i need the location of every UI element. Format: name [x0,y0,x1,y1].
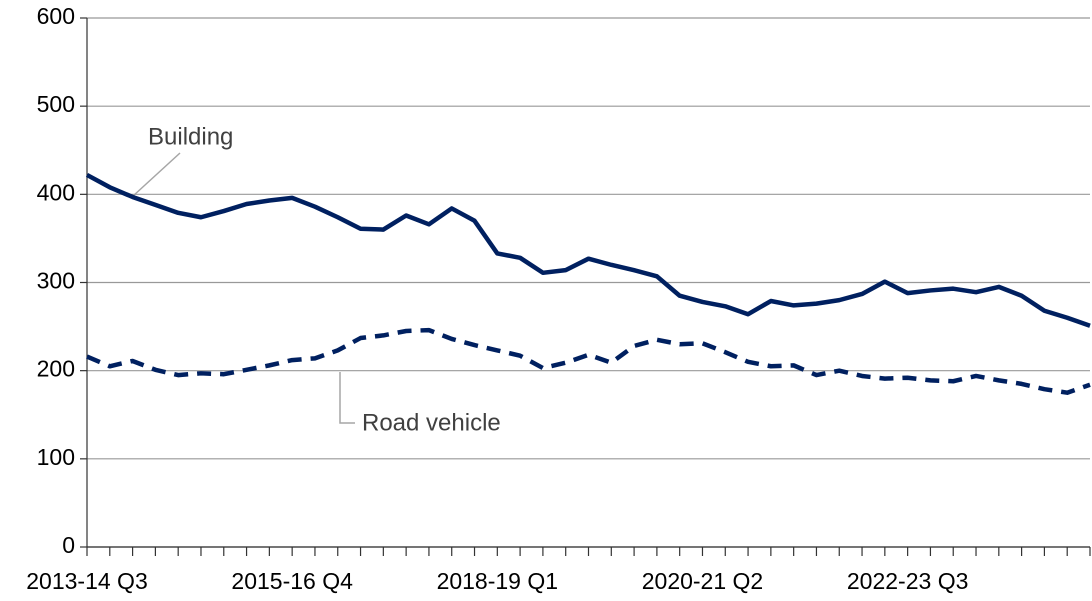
line-series [85,172,1091,328]
y-tick-label: 400 [37,179,75,205]
y-tick-label: 300 [37,268,75,294]
leader-line [339,372,355,424]
series-label: Road vehicle [362,409,501,436]
x-tick-label: 2013-14 Q3 [26,568,147,594]
line-series [86,327,1091,395]
x-tick-label: 2018-19 Q1 [437,568,558,594]
y-tick-label: 100 [37,444,75,470]
leader-line [132,152,181,197]
y-tick-label: 500 [37,91,75,117]
y-tick-label: 0 [62,532,75,558]
series-label: Building [148,123,233,150]
x-tick-label: 2020-21 Q2 [642,568,763,594]
y-tick-label: 200 [37,356,75,382]
x-tick-label: 2015-16 Q4 [231,568,353,594]
y-tick-label: 600 [37,3,75,29]
x-tick-label: 2022-23 Q3 [847,568,968,594]
